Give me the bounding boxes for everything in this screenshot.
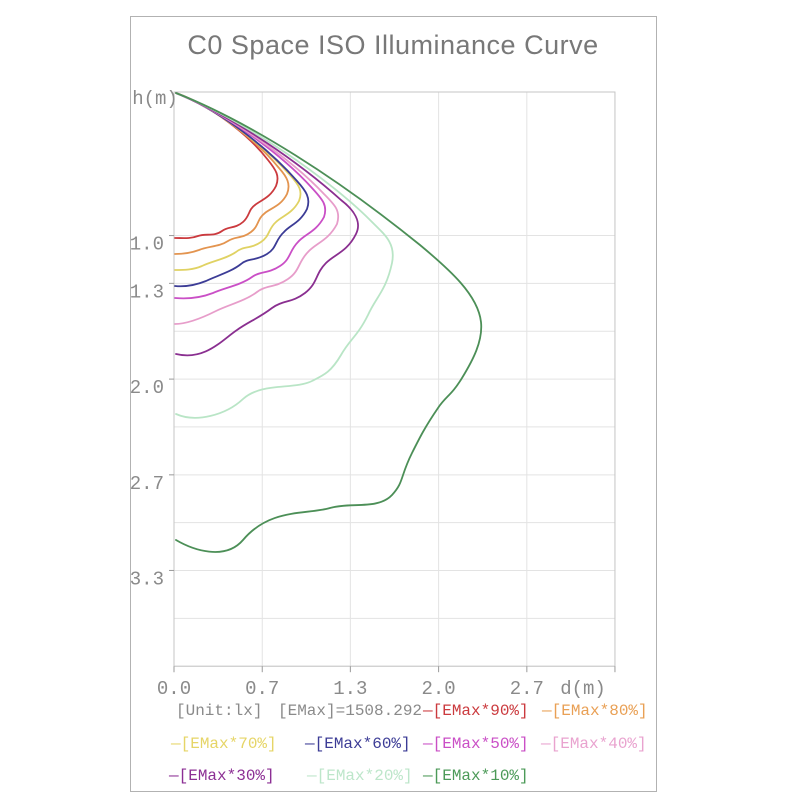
curve-emax-80: [174, 92, 290, 255]
legend-swatch-dash: —: [305, 735, 315, 753]
curve-emax-70: [174, 92, 302, 271]
legend-emax-value: [EMax]=1508.292: [278, 702, 423, 720]
x-tick-label: 2.7: [510, 678, 544, 700]
legend-item-label: [EMax*90%]: [432, 702, 529, 720]
legend-item-emax-30: —[EMax*30%]: [169, 765, 275, 787]
legend-item-label: [EMax*30%]: [178, 767, 275, 785]
x-tick-label: 0.0: [157, 678, 191, 700]
legend-swatch-dash: —: [541, 735, 551, 753]
legend-item-label: [EMax*70%]: [180, 735, 277, 753]
legend-item-emax-90: —[EMax*90%]: [423, 700, 529, 722]
legend-item-label: [EMax*60%]: [314, 735, 411, 753]
legend-swatch-dash: —: [423, 735, 433, 753]
curve-emax-40: [174, 92, 340, 325]
curve-emax-30: [175, 92, 359, 357]
legend-swatch-dash: —: [423, 702, 433, 720]
chart-title: C0 Space ISO Illuminance Curve: [187, 30, 599, 60]
y-tick-label: 2.7: [130, 473, 164, 495]
legend-swatch-dash: —: [169, 767, 179, 785]
curve-emax-10: [175, 92, 483, 553]
legend-item-label: [EMax*50%]: [432, 735, 529, 753]
chart-frame-border: [130, 16, 657, 792]
legend-item-emax-40: —[EMax*40%]: [541, 733, 647, 755]
curve-emax-50: [174, 92, 327, 300]
legend-swatch-dash: —: [307, 767, 317, 785]
x-tick-label: 0.7: [245, 678, 279, 700]
curve-emax-60: [174, 92, 310, 288]
legend-swatch-dash: —: [542, 702, 552, 720]
x-axis-label: d(m): [560, 678, 606, 700]
x-tick-label: 2.0: [421, 678, 455, 700]
y-axis-label: h(m): [132, 88, 178, 110]
legend-item-label: [EMax*20%]: [316, 767, 413, 785]
y-tick-label: 2.0: [130, 377, 164, 399]
legend-item-emax-70: —[EMax*70%]: [171, 733, 277, 755]
curve-emax-20: [175, 92, 394, 419]
y-tick-label: 3.3: [130, 568, 164, 590]
legend-item-emax-60: —[EMax*60%]: [305, 733, 411, 755]
legend-item-emax-50: —[EMax*50%]: [423, 733, 529, 755]
curve-emax-90: [174, 92, 279, 240]
legend-item-emax-80: —[EMax*80%]: [542, 700, 648, 722]
legend-unit-label: [Unit:lx]: [176, 702, 263, 720]
legend-item-label: [EMax*10%]: [432, 767, 529, 785]
legend-item-emax-20: —[EMax*20%]: [307, 765, 413, 787]
legend-swatch-dash: —: [423, 767, 433, 785]
legend-item-label: [EMax*40%]: [550, 735, 647, 753]
legend-item-label: [EMax*80%]: [551, 702, 648, 720]
legend-swatch-dash: —: [171, 735, 181, 753]
y-tick-label: 1.0: [130, 234, 164, 256]
legend-item-emax-10: —[EMax*10%]: [423, 765, 529, 787]
x-tick-label: 1.3: [333, 678, 367, 700]
y-tick-label: 1.3: [130, 281, 164, 303]
